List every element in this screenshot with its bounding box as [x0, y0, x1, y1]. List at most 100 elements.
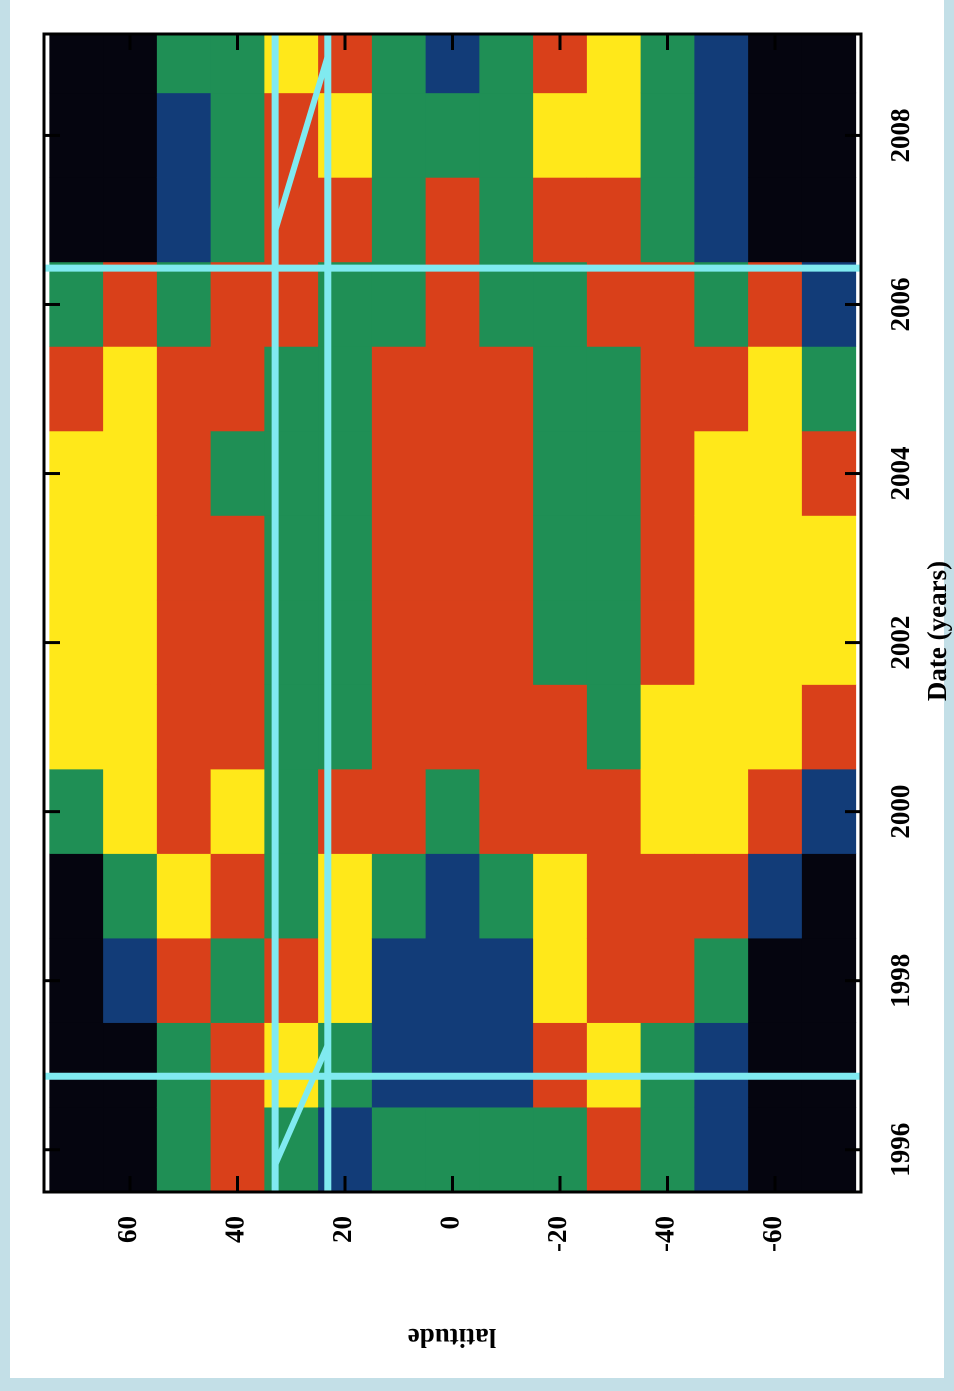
heatmap-cell — [640, 177, 695, 263]
heatmap-cell — [425, 34, 480, 94]
heatmap-cell — [640, 684, 695, 770]
heatmap-cell — [318, 430, 373, 516]
heatmap-cell — [318, 92, 373, 178]
heatmap-cell — [156, 34, 212, 94]
heatmap-cell — [479, 34, 534, 94]
heatmap-cell — [801, 430, 857, 516]
y-tick-label: 0 — [435, 1216, 465, 1230]
heatmap-cell — [103, 515, 158, 601]
heatmap-cell — [586, 261, 642, 347]
heatmap-cell — [318, 1022, 373, 1108]
heatmap-cell — [156, 1106, 212, 1192]
heatmap-cell — [479, 768, 534, 854]
heatmap-cell — [801, 768, 857, 854]
heatmap-cell — [479, 515, 534, 601]
heatmap-cell — [156, 1022, 212, 1108]
heatmap-cell — [479, 684, 534, 770]
heatmap-cell — [210, 92, 265, 178]
heatmap-cell — [371, 515, 427, 601]
heatmap-cell — [49, 1106, 104, 1192]
heatmap-cell — [801, 1106, 857, 1192]
heatmap-cell — [694, 853, 749, 939]
heatmap-cell — [425, 937, 480, 1023]
heatmap-cell — [694, 937, 749, 1023]
heatmap-cell — [748, 1106, 803, 1192]
heatmap-cell — [103, 34, 158, 94]
heatmap-cell — [49, 853, 104, 939]
heatmap-cell — [371, 261, 427, 347]
heatmap-cell — [103, 430, 158, 516]
heatmap-cell — [49, 768, 104, 854]
heatmap-cell — [210, 346, 265, 432]
heatmap-cell — [748, 92, 803, 178]
heatmap-cell — [156, 515, 212, 601]
heatmap-cell — [425, 92, 480, 178]
heatmap-cell — [371, 177, 427, 263]
heatmap-cell — [156, 684, 212, 770]
heatmap-cell — [425, 1022, 480, 1108]
heatmap-cell — [103, 937, 158, 1023]
heatmap-cell — [425, 684, 480, 770]
heatmap-cell — [49, 346, 104, 432]
heatmap-cell — [586, 684, 642, 770]
heatmap-cell — [640, 430, 695, 516]
heatmap-cell — [748, 937, 803, 1023]
heatmap-cell — [318, 853, 373, 939]
heatmap-cell — [103, 346, 158, 432]
heatmap-cell — [479, 1106, 534, 1192]
x-tick-label: 2004 — [885, 447, 915, 501]
heatmap-cell — [210, 937, 265, 1023]
heatmap-cell — [533, 515, 588, 601]
heatmap-cell — [371, 1106, 427, 1192]
heatmap-cell — [318, 1106, 373, 1192]
heatmap-cell — [49, 684, 104, 770]
heatmap-cell — [156, 599, 212, 685]
heatmap-cell — [533, 261, 588, 347]
heatmap-cell — [371, 599, 427, 685]
heatmap-cell — [694, 599, 749, 685]
heatmap-cell — [640, 599, 695, 685]
heatmap-cell — [748, 515, 803, 601]
heatmap-cell — [801, 92, 857, 178]
heatmap-cell — [210, 768, 265, 854]
y-tick-label: 60 — [112, 1216, 142, 1243]
heatmap-cell — [49, 515, 104, 601]
heatmap-cell — [640, 1022, 695, 1108]
heatmap-cell — [801, 599, 857, 685]
heatmap-cell — [318, 515, 373, 601]
heatmap-cell — [318, 684, 373, 770]
heatmap-cell — [425, 261, 480, 347]
heatmap-cell — [694, 515, 749, 601]
heatmap-cell — [318, 34, 373, 94]
heatmap-cell — [801, 261, 857, 347]
heatmap-cell — [801, 515, 857, 601]
heatmap-cell — [103, 684, 158, 770]
heatmap-cell — [748, 1022, 803, 1108]
x-tick-label: 2008 — [885, 108, 915, 162]
heatmap-cell — [156, 430, 212, 516]
heatmap-cell — [371, 937, 427, 1023]
heatmap-cell — [586, 346, 642, 432]
reference-segment — [272, 1043, 331, 1167]
y-axis-title: latitude — [408, 1323, 497, 1353]
heatmap-cell — [533, 599, 588, 685]
heatmap-cell — [371, 346, 427, 432]
heatmap-cell — [49, 92, 104, 178]
x-axis-title: Date (years) — [922, 561, 952, 701]
heatmap-cell — [103, 599, 158, 685]
heatmap-cell — [318, 937, 373, 1023]
heatmap-cell — [210, 430, 265, 516]
heatmap-cell — [533, 430, 588, 516]
heatmap-cell — [210, 1022, 265, 1108]
heatmap-cell — [586, 768, 642, 854]
heatmap-cell — [801, 684, 857, 770]
heatmap-cell — [640, 261, 695, 347]
heatmap-cell — [640, 853, 695, 939]
heatmap-cell — [371, 1022, 427, 1108]
heatmap-cell — [640, 346, 695, 432]
heatmap-cell — [425, 853, 480, 939]
heatmap-cell — [694, 34, 749, 94]
heatmap-cell — [49, 177, 104, 263]
heatmap-cell — [533, 937, 588, 1023]
heatmap-cell — [586, 937, 642, 1023]
